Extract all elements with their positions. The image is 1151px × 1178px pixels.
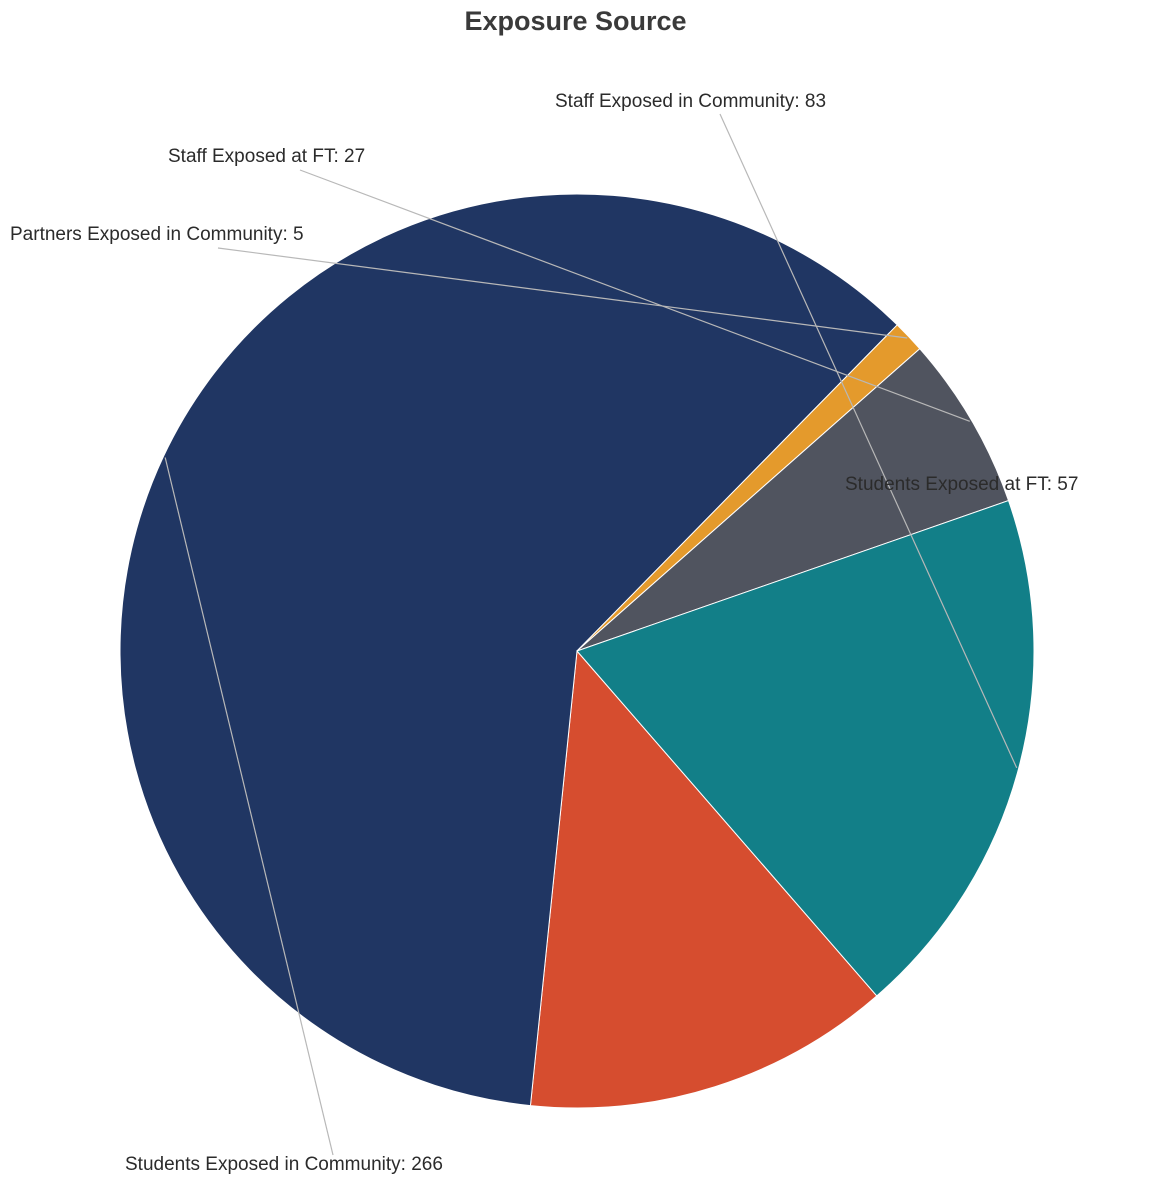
pie-slices xyxy=(119,193,1035,1109)
data-label: Staff Exposed at FT: 27 xyxy=(168,146,365,167)
leader-line xyxy=(299,169,970,422)
data-label: Partners Exposed in Community: 5 xyxy=(10,224,304,245)
data-label: Staff Exposed in Community: 83 xyxy=(555,91,826,112)
leader-line xyxy=(719,113,1018,769)
leader-lines xyxy=(164,113,1018,1156)
data-label: Students Exposed at FT: 57 xyxy=(845,474,1078,495)
leader-line xyxy=(164,457,334,1156)
data-labels: Students Exposed at FT: 57 Students Expos… xyxy=(10,91,1078,1175)
leader-line xyxy=(217,247,908,339)
pie-slice-students-exposed-in-community xyxy=(119,193,898,1107)
pie-slice-students-exposed-at-ft xyxy=(529,649,878,1109)
pie-slice-staff-exposed-at-ft xyxy=(576,348,1010,652)
pie-slice-staff-exposed-in-community xyxy=(576,499,1035,997)
data-label: Students Exposed in Community: 266 xyxy=(125,1154,443,1175)
chart-title: Exposure Source xyxy=(464,6,687,36)
